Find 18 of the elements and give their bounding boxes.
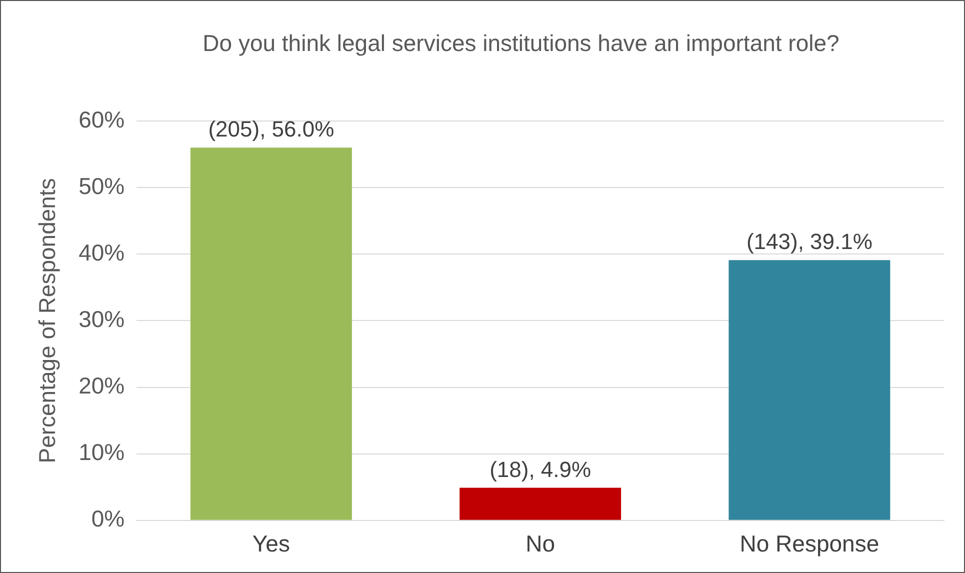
y-tick-label: 0% [91,506,125,532]
x-tick-label: No [526,530,556,557]
data-label: (143), 39.1% [746,229,872,254]
y-tick-label: 50% [78,172,125,199]
y-tick-label: 40% [78,239,125,266]
bar [190,148,352,520]
y-axis-title: Percentage of Respondents [34,178,60,464]
y-tick-label: 60% [78,106,125,132]
x-tick-label: No Response [740,530,880,557]
bar [460,488,622,520]
y-tick-label: 10% [78,439,125,466]
x-tick-label: Yes [252,530,290,557]
y-tick-label: 30% [78,306,125,332]
data-label: (18), 4.9% [490,456,592,482]
bar [728,260,890,520]
chart-title: Do you think legal services institutions have an important role? [202,29,840,58]
y-tick-label: 20% [78,372,125,399]
data-label: (205), 56.0% [208,116,334,142]
